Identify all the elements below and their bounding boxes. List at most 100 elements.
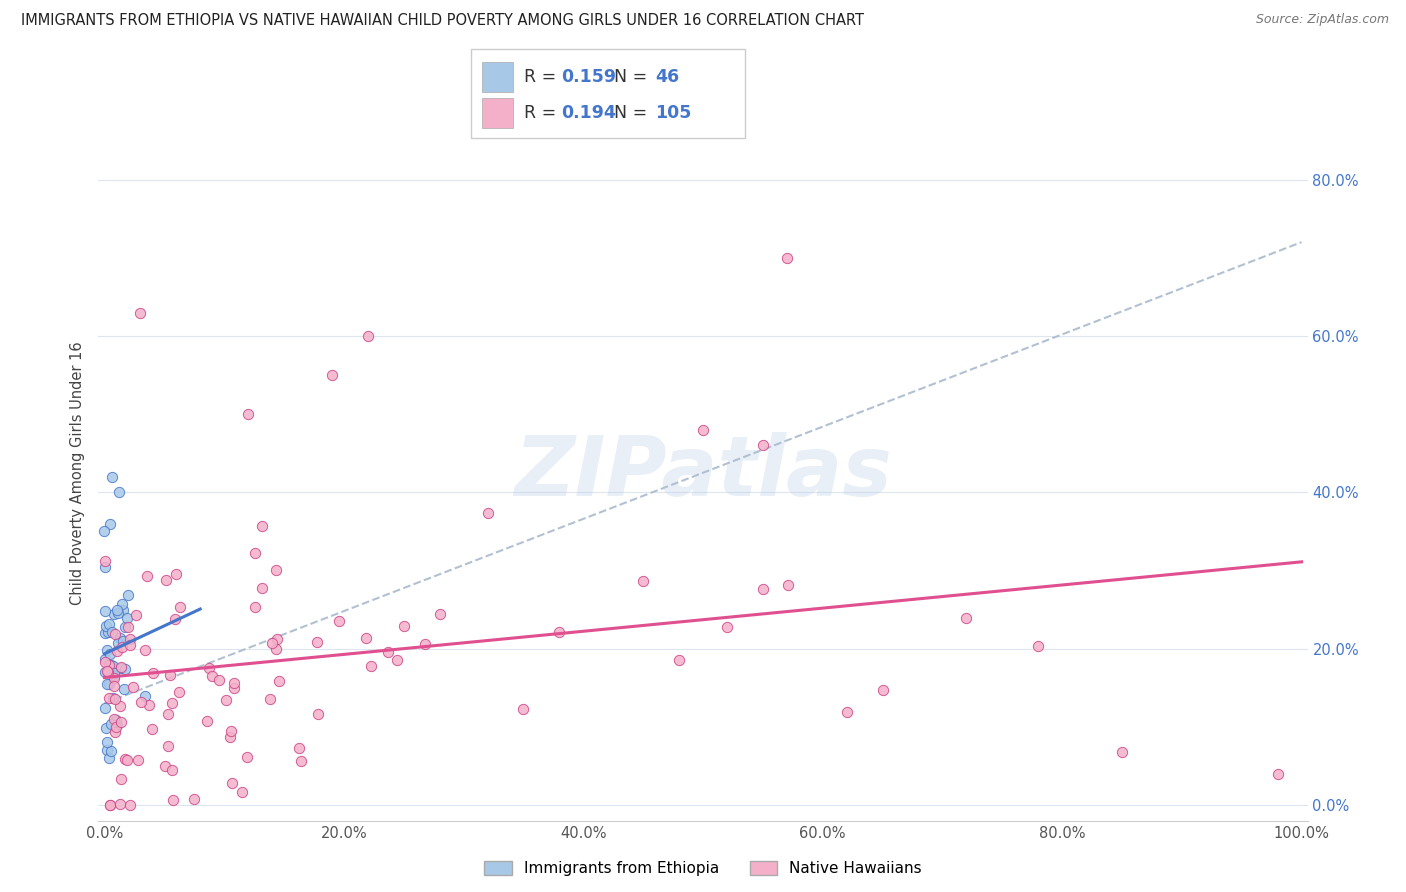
Point: [160, 764, 183, 778]
Point: [115, 753, 138, 767]
Text: 0.159: 0.159: [561, 68, 616, 87]
Point: [266, 632, 288, 646]
Point: [96, 742, 118, 756]
Point: [429, 607, 451, 621]
Point: [141, 723, 163, 737]
Text: 105: 105: [655, 103, 692, 122]
Point: [108, 631, 131, 645]
Point: [264, 563, 287, 577]
Point: [231, 785, 253, 799]
Point: [94, 721, 117, 735]
Point: [93, 524, 115, 539]
Point: [120, 797, 142, 812]
Point: [97, 751, 120, 765]
Point: [105, 718, 128, 732]
Point: [752, 438, 775, 452]
Point: [243, 600, 266, 615]
Point: [872, 683, 894, 698]
Point: [134, 642, 156, 657]
Point: [112, 681, 135, 696]
Point: [307, 635, 329, 649]
Point: [98, 616, 121, 631]
Point: [104, 692, 127, 706]
Point: [548, 625, 571, 640]
Point: [111, 640, 134, 654]
Point: [105, 644, 128, 658]
Point: [104, 724, 127, 739]
Point: [142, 665, 165, 680]
Point: [778, 578, 800, 592]
Text: IMMIGRANTS FROM ETHIOPIA VS NATIVE HAWAIIAN CHILD POVERTY AMONG GIRLS UNDER 16 C: IMMIGRANTS FROM ETHIOPIA VS NATIVE HAWAI…: [21, 13, 865, 29]
Text: Source: ZipAtlas.com: Source: ZipAtlas.com: [1256, 13, 1389, 27]
Point: [98, 648, 121, 662]
Point: [108, 699, 131, 714]
Point: [117, 588, 139, 602]
Point: [100, 744, 122, 758]
Point: [110, 661, 132, 675]
Point: [668, 652, 690, 666]
Point: [219, 723, 242, 738]
Point: [752, 582, 775, 596]
Point: [114, 620, 136, 634]
Point: [360, 659, 382, 673]
Point: [153, 759, 176, 773]
Point: [111, 633, 134, 648]
Point: [208, 673, 231, 688]
Point: [100, 469, 122, 483]
Point: [307, 707, 329, 722]
Point: [129, 305, 152, 319]
Point: [221, 776, 243, 790]
Point: [104, 714, 127, 728]
Point: [183, 791, 205, 805]
Point: [413, 637, 436, 651]
Point: [214, 692, 236, 706]
Point: [236, 407, 259, 421]
Point: [97, 625, 120, 640]
Point: [98, 797, 121, 812]
Point: [162, 793, 184, 807]
Text: ZIPatlas: ZIPatlas: [515, 433, 891, 513]
Point: [96, 665, 118, 679]
Point: [94, 656, 117, 670]
Point: [477, 506, 499, 520]
Point: [101, 625, 124, 640]
Point: [117, 620, 139, 634]
Text: 0.194: 0.194: [561, 103, 616, 122]
Point: [114, 662, 136, 676]
Point: [222, 681, 245, 696]
Point: [107, 636, 129, 650]
Point: [288, 740, 311, 755]
Point: [98, 797, 121, 812]
Point: [198, 661, 221, 675]
Point: [262, 636, 284, 650]
Point: [385, 653, 408, 667]
Point: [96, 734, 118, 748]
Text: N =: N =: [603, 103, 652, 122]
Point: [115, 611, 138, 625]
Point: [94, 554, 117, 568]
Point: [165, 612, 187, 626]
Point: [127, 753, 149, 767]
Point: [103, 669, 125, 683]
Point: [716, 619, 738, 633]
Legend: Immigrants from Ethiopia, Native Hawaiians: Immigrants from Ethiopia, Native Hawaiia…: [478, 855, 928, 882]
Text: R =: R =: [524, 103, 562, 122]
Point: [159, 667, 181, 681]
Point: [1267, 766, 1289, 780]
Point: [108, 797, 131, 812]
Text: N =: N =: [603, 68, 652, 87]
Point: [328, 615, 350, 629]
Point: [103, 671, 125, 685]
Point: [162, 696, 184, 710]
Point: [110, 660, 132, 674]
Point: [94, 626, 117, 640]
Point: [157, 739, 180, 753]
Point: [264, 642, 287, 657]
Point: [259, 692, 281, 706]
Point: [100, 717, 122, 731]
Point: [125, 607, 148, 622]
Point: [103, 607, 125, 622]
Point: [157, 707, 180, 722]
Point: [269, 673, 291, 688]
Point: [98, 690, 121, 705]
